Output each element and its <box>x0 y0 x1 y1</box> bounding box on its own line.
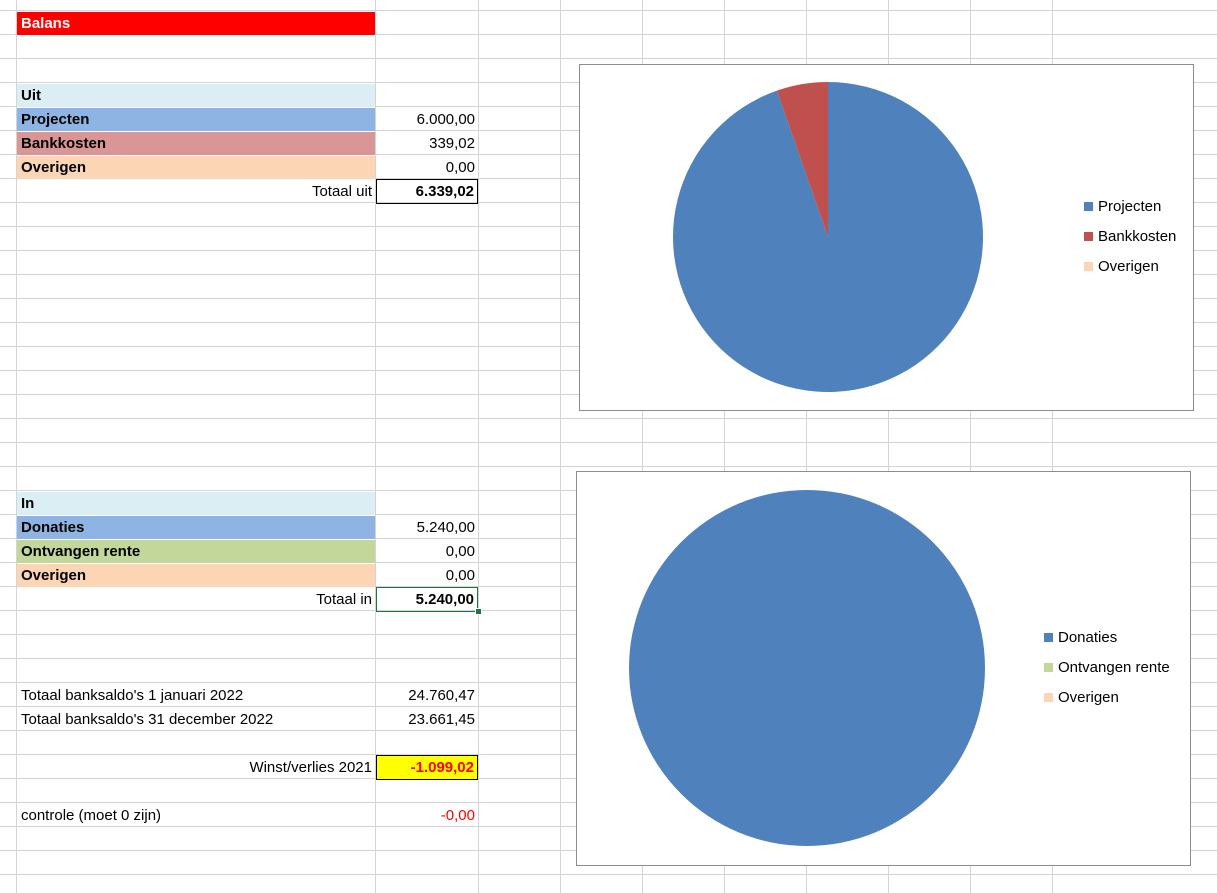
saldo-start-label[interactable]: Totaal banksaldo's 1 januari 2022 <box>21 687 244 704</box>
result-value[interactable]: -1.099,02 <box>376 755 478 780</box>
in-row-label[interactable]: Overigen <box>17 564 375 587</box>
pie-chart-uit-legend[interactable]: Projecten Bankkosten Overigen <box>1084 197 1176 287</box>
sheet-title[interactable]: Balans <box>17 12 375 35</box>
in-total-label[interactable]: Totaal in <box>316 591 372 608</box>
pie-chart-in[interactable]: Donaties Ontvangen rente Overigen <box>576 471 1191 866</box>
legend-swatch-icon <box>1044 632 1053 642</box>
legend-swatch-icon <box>1084 261 1093 271</box>
result-label[interactable]: Winst/verlies 2021 <box>249 759 372 776</box>
legend-item[interactable]: Overigen <box>1044 688 1170 718</box>
legend-item[interactable]: Projecten <box>1084 197 1176 227</box>
legend-swatch-icon <box>1084 201 1093 211</box>
fill-handle[interactable] <box>475 608 482 615</box>
saldo-start-value[interactable]: 24.760,47 <box>408 687 475 704</box>
pie-slice-bankkosten[interactable] <box>776 82 828 237</box>
in-row-value[interactable]: 0,00 <box>445 567 475 584</box>
uit-row-value[interactable]: 0,00 <box>445 159 475 176</box>
legend-label: Overigen <box>1058 689 1119 706</box>
in-row-label[interactable]: Ontvangen rente <box>17 540 375 563</box>
legend-item[interactable]: Ontvangen rente <box>1044 658 1170 688</box>
uit-total-label[interactable]: Totaal uit <box>311 183 372 200</box>
in-header[interactable]: In <box>17 492 375 515</box>
pie-chart-in-legend[interactable]: Donaties Ontvangen rente Overigen <box>1044 628 1170 718</box>
in-row-label[interactable]: Donaties <box>17 516 375 539</box>
legend-label: Ontvangen rente <box>1058 659 1170 676</box>
legend-item[interactable]: Overigen <box>1084 257 1176 287</box>
check-value[interactable]: -0,00 <box>440 807 475 824</box>
saldo-end-label[interactable]: Totaal banksaldo's 31 december 2022 <box>21 711 274 728</box>
uit-row-label[interactable]: Projecten <box>17 108 375 131</box>
pie-slice-donaties[interactable] <box>629 490 985 846</box>
legend-label: Bankkosten <box>1098 228 1177 245</box>
legend-item[interactable]: Bankkosten <box>1084 227 1176 257</box>
uit-row-label[interactable]: Bankkosten <box>17 132 375 155</box>
saldo-end-value[interactable]: 23.661,45 <box>408 711 475 728</box>
legend-label: Overigen <box>1098 258 1159 275</box>
pie-chart-uit-plot <box>673 82 983 392</box>
legend-label: Donaties <box>1058 629 1118 646</box>
in-row-value[interactable]: 5.240,00 <box>416 519 475 536</box>
pie-chart-in-plot <box>629 490 985 846</box>
uit-total-value[interactable]: 6.339,02 <box>376 179 478 204</box>
pie-slice-projecten[interactable] <box>673 82 983 392</box>
in-total-value-selected-cell[interactable]: 5.240,00 <box>376 587 478 612</box>
legend-item[interactable]: Donaties <box>1044 628 1170 658</box>
legend-swatch-icon <box>1084 231 1093 241</box>
legend-label: Projecten <box>1098 198 1162 215</box>
uit-row-value[interactable]: 6.000,00 <box>416 111 475 128</box>
uit-row-label[interactable]: Overigen <box>17 156 375 179</box>
pie-chart-uit[interactable]: Projecten Bankkosten Overigen <box>579 64 1194 411</box>
check-label[interactable]: controle (moet 0 zijn) <box>21 807 162 824</box>
legend-swatch-icon <box>1044 692 1053 702</box>
uit-row-value[interactable]: 339,02 <box>429 135 475 152</box>
legend-swatch-icon <box>1044 662 1053 672</box>
uit-header[interactable]: Uit <box>17 84 375 107</box>
in-row-value[interactable]: 0,00 <box>445 543 475 560</box>
